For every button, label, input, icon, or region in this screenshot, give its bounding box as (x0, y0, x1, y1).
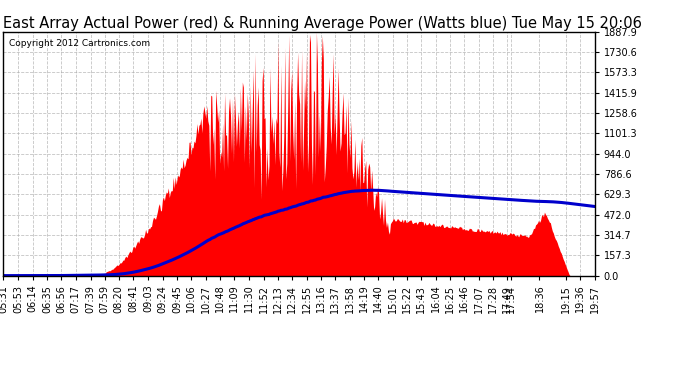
Text: East Array Actual Power (red) & Running Average Power (Watts blue) Tue May 15 20: East Array Actual Power (red) & Running … (3, 16, 642, 31)
Text: Copyright 2012 Cartronics.com: Copyright 2012 Cartronics.com (10, 39, 150, 48)
